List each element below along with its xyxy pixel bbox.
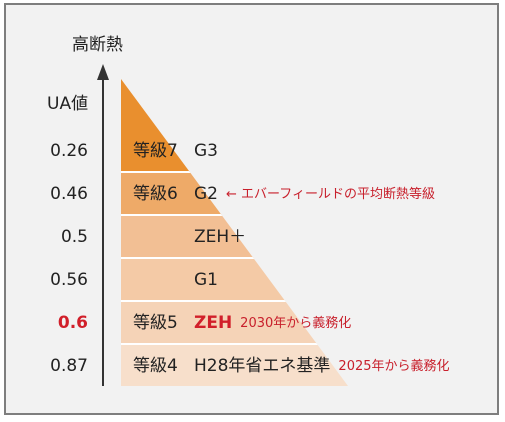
standard-label: G2 (194, 183, 218, 204)
ua-axis-label: UA値 (47, 94, 89, 114)
ua-value: 0.5 (60, 226, 88, 247)
ua-value: 0.87 (50, 355, 88, 376)
band-level-3 (121, 258, 348, 301)
standard-label: G1 (194, 269, 218, 290)
ua-value: 0.46 (50, 183, 88, 204)
grade-label: 等級4 (133, 355, 178, 376)
note-label: ← エバーフィールドの平均断熱等級 (226, 186, 435, 202)
grade-label: 等級5 (133, 312, 178, 333)
standard-label: ZEH＋ (194, 226, 247, 247)
band-level-5 (121, 344, 348, 386)
ua-value: 0.56 (50, 269, 88, 290)
grade-label: 等級7 (133, 140, 178, 161)
note-label: 2030年から義務化 (240, 315, 352, 331)
ua-value: 0.26 (50, 140, 88, 161)
standard-label: H28年省エネ基準 (194, 355, 331, 376)
axis-arrow-icon (97, 64, 109, 80)
ua-value: 0.6 (57, 312, 88, 333)
standard-label: G3 (194, 140, 218, 161)
standard-label: ZEH (194, 312, 233, 333)
grade-label: 等級6 (133, 183, 178, 204)
note-label: 2025年から義務化 (338, 358, 450, 374)
axis-title: 高断熱 (72, 35, 123, 55)
